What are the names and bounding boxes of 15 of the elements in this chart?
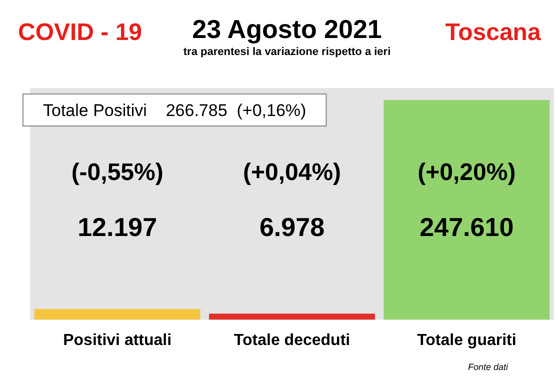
data-label: 12.197 bbox=[78, 212, 158, 242]
data-label: 6.978 bbox=[259, 212, 325, 242]
annotation: (+0,04%) bbox=[242, 159, 342, 186]
chart-title: 23 Agosto 2021 bbox=[192, 14, 382, 44]
x-tick-label: Totale deceduti bbox=[234, 332, 350, 349]
text: Toscana bbox=[445, 19, 542, 46]
source-note: Fonte dati bbox=[468, 362, 510, 372]
annotation: (+0,20%) bbox=[418, 159, 516, 186]
text: COVID - 19 bbox=[18, 19, 142, 46]
chart-subtitle: tra parentesi la variazione rispetto a ieri bbox=[183, 46, 391, 58]
data-label: 247.610 bbox=[420, 212, 514, 242]
annotation: Totale Positivi 266.785 (+0,16%) bbox=[43, 101, 306, 120]
annotation: (-0,55%) bbox=[71, 159, 164, 186]
x-tick-label: Totale guariti bbox=[417, 332, 516, 349]
x-tick-label: Positivi attuali bbox=[63, 332, 172, 349]
